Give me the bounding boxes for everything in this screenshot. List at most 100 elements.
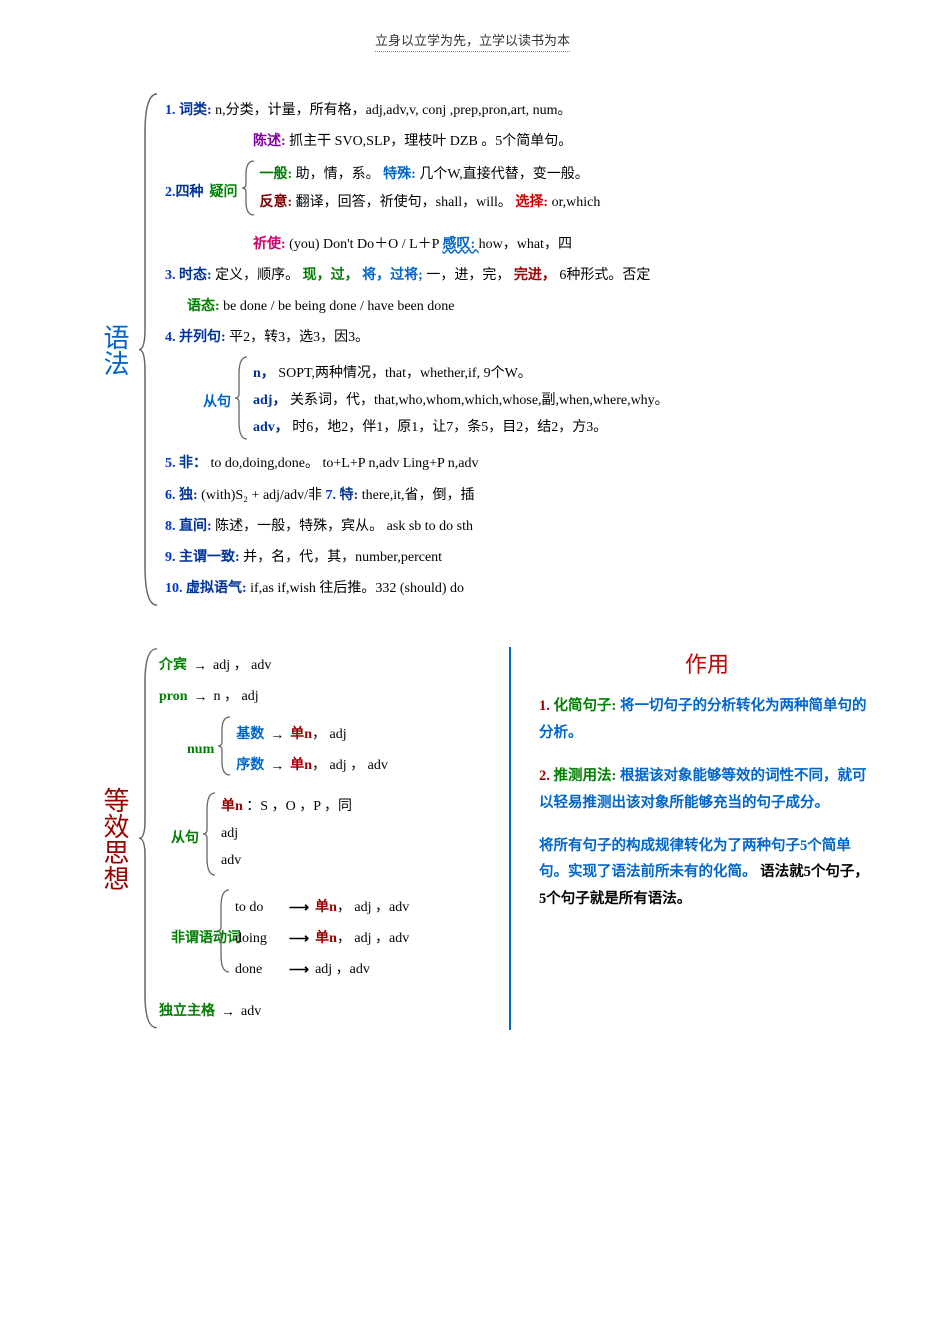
p: done [235, 957, 283, 982]
p: 6种形式。否定 [559, 268, 650, 283]
sublabel: num [187, 742, 214, 758]
right-title: 作用 [539, 647, 875, 679]
p: doing [235, 926, 283, 951]
item-title: 四种 [176, 180, 204, 205]
p: adv， [253, 420, 289, 435]
arrow-icon: ⟶ [283, 926, 315, 951]
item-num: 6. [165, 488, 176, 503]
p: 助，情，系。 [296, 167, 380, 182]
p: adv [221, 853, 241, 868]
arrow-icon: → [188, 684, 214, 709]
equiv-left: 介宾 → adj ， adv pron → n ， adj num [159, 647, 489, 1030]
p: n， [253, 366, 275, 381]
p: 推测用法: [554, 768, 617, 784]
p: ， adj [312, 722, 347, 747]
item-5: 5. 非： to do,doing,done。 to+L+P n,adv Lin… [165, 451, 875, 476]
p: 特殊: [383, 167, 419, 182]
sublabel: 从句 [203, 391, 231, 411]
p: 完进， [514, 268, 556, 283]
p: 单n [315, 926, 337, 951]
p: pron [159, 684, 188, 709]
item-title: 词类: [179, 103, 212, 118]
p: if,as if,wish 往后推。332 (should) do [250, 581, 464, 596]
eq-num-group: num 基数 → 单n ， adj 序数 → [187, 716, 489, 784]
p: 并，名，代，其，number,percent [243, 550, 442, 565]
p: 序数 [236, 753, 264, 778]
item-title: 并列句: [179, 330, 226, 345]
p: 单n [315, 895, 337, 920]
p: 陈述，一般，特殊，宾从。 ask sb to do sth [215, 519, 473, 534]
p: 单n [290, 722, 312, 747]
p: 语态: [187, 299, 220, 314]
eq-last-row: 独立主格 → adv [159, 999, 489, 1024]
p: be done / be being done / have been done [223, 299, 454, 314]
right-para-3: 将所有句子的构成规律转化为了两种句子5个简单句。实现了语法前所未有的化简。 语法… [539, 833, 875, 913]
item-num: 2. [165, 180, 176, 205]
right-para-2: 2. 推测用法: 根据该对象能够等效的词性不同，就可以轻易推测出该对象所能够充当… [539, 763, 875, 817]
p: 一，进，完， [426, 268, 510, 283]
item-1: 1. 词类: n,分类，计量，所有格，adj,adv,v, conj ,prep… [165, 98, 875, 123]
item-3: 3. 时态: 定义，顺序。 现，过， 将，过将; 一，进，完， 完进， 6种形式… [165, 263, 875, 288]
arrow-icon: → [215, 999, 241, 1024]
sublabel: 从句 [171, 827, 199, 847]
equiv-right: 作用 1. 化简句子: 将一切句子的分析转化为两种简单句的分析。 2. 推测用法… [531, 647, 875, 1030]
header-motto: 立身以立学为先，立学以读书为本 [375, 30, 570, 52]
p: n ， adj [214, 684, 259, 709]
item-10: 10. 虚拟语气: if,as if,wish 往后推。332 (should)… [165, 576, 875, 601]
p: 基数 [236, 722, 264, 747]
p: how，what，四 [479, 237, 572, 252]
eq-row: pron → n ， adj [159, 684, 489, 709]
p: 定义，顺序。 [215, 268, 299, 283]
equiv-brace [139, 647, 159, 1030]
p: 介宾 [159, 653, 187, 678]
p: there,it,省，倒，插 [362, 488, 475, 503]
p: adj [221, 826, 238, 841]
sublabel: 非谓语动词 [171, 930, 213, 948]
item-title: 时态: [179, 268, 212, 283]
p: 2. [539, 768, 550, 784]
section-equivalence: 等效思想 介宾 → adj ， adv pron → n ， adj num [90, 647, 875, 1030]
p: adj， [253, 393, 286, 408]
p: (you) Don't Do＋O / L＋P [289, 237, 442, 252]
p: 一般: [260, 167, 296, 182]
arrow-icon: ⟶ [283, 895, 315, 920]
item-2-pre-body: 抓主干 SVO,SLP，理枝叶 DZB 。5个简单句。 [289, 134, 572, 149]
p: ， adj ，adv [337, 895, 409, 920]
p: 独立主格 [159, 999, 215, 1024]
eq-clause-group: 从句 单n ：S ，O ，P ，同 adj adv [171, 792, 489, 881]
p: 翻译，回答，祈使句，shall，will。 [296, 195, 512, 210]
section-grammar: 语法 1. 词类: n,分类，计量，所有格，adj,adv,v, conj ,p… [90, 92, 875, 607]
p: 祈使: [253, 237, 289, 252]
item-num: 9. [165, 550, 176, 565]
item-2-pre-label: 陈述: [253, 134, 286, 149]
item-body: n,分类，计量，所有格，adj,adv,v, conj ,prep,pron,a… [215, 103, 571, 118]
p: to do [235, 895, 283, 920]
p: (with)S₂ + adj/adv/非 [201, 488, 325, 503]
equiv-label: 等效思想 [90, 647, 139, 1030]
p: 1. [539, 698, 550, 714]
grammar-content: 1. 词类: n,分类，计量，所有格，adj,adv,v, conj ,prep… [159, 92, 875, 607]
p: 几个W,直接代替，变一般。 [419, 167, 588, 182]
p: 时6，地2，伴1，原1，让7，条5，目2，结2，方3。 [292, 420, 607, 435]
eq-nonfinite-group: 非谓语动词 to do ⟶ 单n ， adj ，adv doing [171, 889, 489, 989]
vertical-divider [509, 647, 511, 1030]
p: 选择: [515, 195, 551, 210]
item-2: 陈述: 抓主干 SVO,SLP，理枝叶 DZB 。5个简单句。 2. 四种 疑问 [165, 129, 875, 257]
p: 单n [221, 799, 243, 814]
item-num: 3. [165, 268, 176, 283]
item-title: 虚拟语气: [186, 581, 247, 596]
p: 特: [340, 488, 359, 503]
p: ， adj ，adv [337, 926, 409, 951]
item-2-sublabel: 疑问 [210, 180, 238, 205]
p: 7. [326, 488, 337, 503]
grammar-label: 语法 [90, 92, 139, 607]
arrow-icon: → [264, 753, 290, 778]
p: ：S ，O ，P ，同 [246, 799, 352, 814]
p: 化简句子: [554, 698, 617, 714]
item-4-sub: 从句 n， SOPT,两种情况，that，whether,if, 9个W。 ad… [203, 356, 875, 445]
item-6-7: 6. 独: (with)S₂ + adj/adv/非 7. 特: there,i… [165, 483, 875, 508]
item-8: 8. 直间: 陈述，一般，特殊，宾从。 ask sb to do sth [165, 514, 875, 539]
p: adj ，adv [315, 957, 370, 982]
item-3-extra: 语态: be done / be being done / have been … [187, 294, 875, 319]
p: ， adj ， adv [312, 753, 388, 778]
